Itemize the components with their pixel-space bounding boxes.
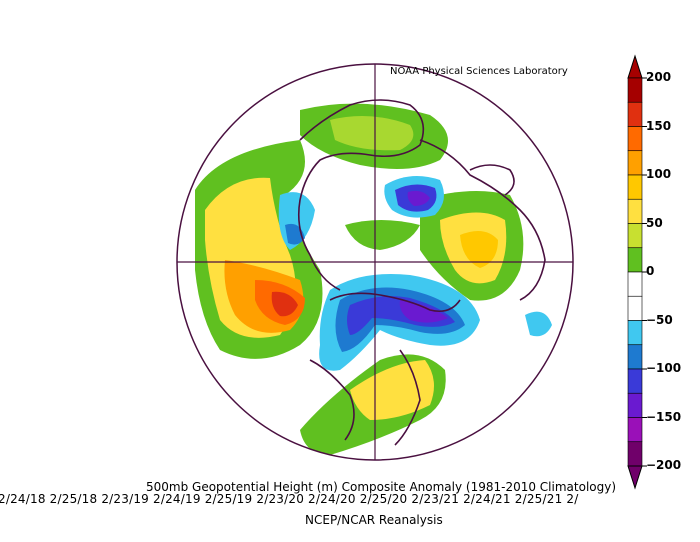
coastlines: [297, 99, 546, 446]
colorbar-segment: [627, 101, 643, 127]
colorbar-segment: [627, 441, 643, 467]
date-list: 2/24/18 2/25/18 2/23/19 2/24/19 2/25/19 …: [0, 492, 579, 506]
colorbar-segment: [627, 126, 643, 152]
colorbar: [627, 54, 647, 490]
colorbar-tick-label: 200: [646, 70, 672, 84]
source-label: NCEP/NCAR Reanalysis: [305, 513, 443, 527]
colorbar-tick-label: 150: [646, 118, 672, 133]
credit-label: NOAA Physical Sciences Laboratory: [390, 66, 568, 77]
colorbar-tick-label: 50: [646, 215, 663, 230]
colorbar-segment: [627, 223, 643, 249]
colorbar-segment: [627, 198, 643, 224]
colorbar-top-arrow: [627, 54, 643, 79]
colorbar-tick-label: −150: [646, 409, 682, 424]
colorbar-segment: [627, 368, 643, 394]
colorbar-tick-label: −100: [646, 361, 682, 375]
colorbar-segment: [627, 417, 643, 443]
colorbar-segment: [627, 150, 643, 176]
anomaly-fields: [195, 103, 552, 455]
colorbar-segment: [627, 392, 643, 418]
colorbar-tick-label: −50: [646, 312, 673, 327]
colorbar-tick-label: 0: [646, 264, 655, 278]
colorbar-segment: [627, 344, 643, 370]
colorbar-segment: [627, 320, 643, 346]
colorbar-tick-label: −200: [646, 458, 682, 472]
colorbar-segment: [627, 271, 643, 297]
colorbar-segment: [627, 247, 643, 273]
colorbar-segment: [627, 295, 643, 321]
colorbar-bottom-arrow: [627, 465, 643, 490]
colorbar-tick-label: 100: [646, 167, 672, 181]
colorbar-segment: [627, 174, 643, 200]
chart-title: 500mb Geopotential Height (m) Composite …: [146, 480, 617, 494]
colorbar-segment: [627, 77, 643, 103]
